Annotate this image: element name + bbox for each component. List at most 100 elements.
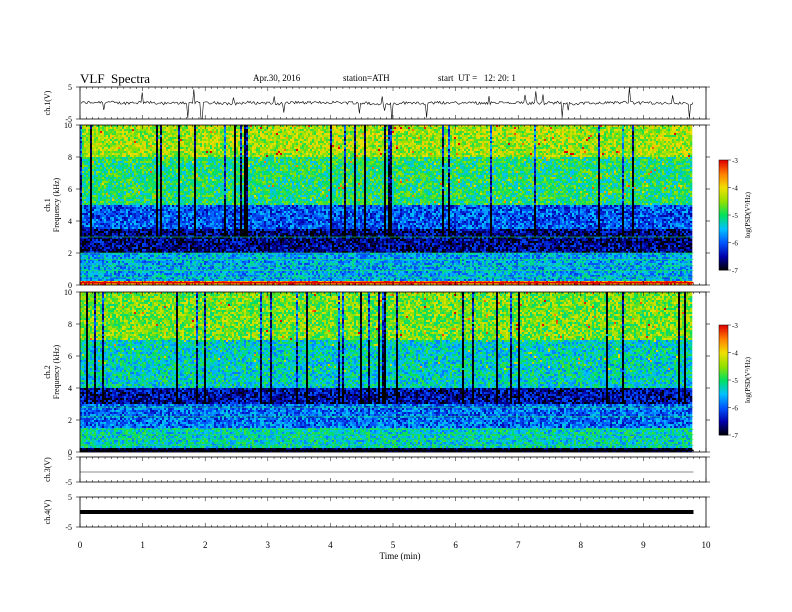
spectrogram-cell — [194, 129, 197, 132]
spectrogram-cell — [324, 135, 327, 138]
spectrogram-cell — [170, 129, 173, 132]
spectrogram-cell — [208, 145, 211, 148]
spectrogram-cell — [212, 135, 215, 138]
spectrogram-cell — [92, 155, 95, 158]
spectrogram-cell — [148, 137, 151, 140]
spectrogram-cell — [266, 139, 269, 142]
spectrogram-cell — [582, 127, 585, 130]
spectrogram-cell — [354, 153, 357, 156]
spectrogram-cell — [170, 133, 173, 136]
spectrogram-cell — [98, 135, 101, 138]
spectrogram-cell — [640, 153, 643, 156]
spectrogram-cell — [274, 155, 277, 158]
spectrogram-cell — [612, 149, 615, 152]
spectrogram-cell — [138, 141, 141, 144]
spectrogram-cell — [458, 141, 461, 144]
spectrogram-cell — [110, 153, 113, 156]
spectrogram-cell — [82, 131, 85, 134]
spectrogram-cell — [194, 125, 197, 128]
spectrogram-cell — [332, 127, 335, 130]
spectrogram-cell — [406, 125, 409, 128]
spectrogram-cell — [84, 141, 87, 144]
spectrogram-cell — [348, 147, 351, 150]
spectrogram-cell — [270, 151, 273, 154]
spectrogram-cell — [150, 127, 153, 130]
spectrogram-cell — [496, 153, 499, 156]
spectrogram-cell — [578, 145, 581, 148]
spectrogram-cell — [500, 125, 503, 128]
spectrogram-cell — [204, 147, 207, 150]
spectrogram-cell — [418, 125, 421, 128]
spectrogram-cell — [678, 143, 681, 146]
spectrogram-cell — [670, 133, 673, 136]
spectrogram-cell — [672, 137, 675, 140]
spectrogram-cell — [352, 147, 355, 150]
spectrogram-cell — [164, 125, 167, 128]
spectrogram-cell — [350, 145, 353, 148]
spectrogram-cell — [220, 145, 223, 148]
spectrogram-cell — [212, 151, 215, 154]
spectrogram-cell — [640, 141, 643, 144]
spectrogram-cell — [270, 135, 273, 138]
spectrogram-cell — [602, 139, 605, 142]
spectrogram-cell — [628, 145, 631, 148]
spectrogram-cell — [536, 145, 539, 148]
spectrogram-cell — [260, 135, 263, 138]
spectrogram-cell — [380, 127, 383, 130]
spectrogram-cell — [444, 137, 447, 140]
spectrogram-cell — [584, 145, 587, 148]
spectrogram-cell — [544, 131, 547, 134]
spectrogram-cell — [142, 145, 145, 148]
spectrogram-cell — [210, 141, 213, 144]
spectrogram-cell — [140, 129, 143, 132]
spectrogram-cell — [570, 143, 573, 146]
spectrogram-cell — [686, 141, 689, 144]
spectrogram-cell — [276, 155, 279, 158]
spectrogram-cell — [238, 127, 241, 130]
spectrogram-cell — [332, 151, 335, 154]
spectrogram-cell — [376, 125, 379, 128]
spectrogram-cell — [440, 131, 443, 134]
spectrogram-cell — [262, 155, 265, 158]
spectrogram-cell — [198, 129, 201, 132]
spectrogram-cell — [486, 133, 489, 136]
spectrogram-cell — [464, 137, 467, 140]
spectrogram-cell — [368, 129, 371, 132]
spectrogram-cell — [246, 149, 249, 152]
spectrogram-cell — [320, 127, 323, 130]
spectrogram-cell — [120, 145, 123, 148]
spectrogram-cell — [188, 149, 191, 152]
spectrogram-cell — [240, 135, 243, 138]
spectrogram-cell — [630, 131, 633, 134]
spectrogram-cell — [156, 129, 159, 132]
spectrogram-cell — [250, 127, 253, 130]
spectrogram-cell — [386, 131, 389, 134]
spectrogram-cell — [666, 127, 669, 130]
spectrogram-cell — [204, 151, 207, 154]
spectrogram-cell — [642, 147, 645, 150]
spectrogram-cell — [224, 139, 227, 142]
spectrogram-cell — [514, 125, 517, 128]
spectrogram-cell — [646, 143, 649, 146]
spectrogram-cell — [672, 125, 675, 128]
spectrogram-cell — [328, 151, 331, 154]
spectrogram-cell — [550, 127, 553, 130]
spectrogram-cell — [102, 137, 105, 140]
spectrogram-cell — [138, 129, 141, 132]
spectrogram-cell — [578, 147, 581, 150]
spectrogram-cell — [668, 141, 671, 144]
spectrogram-cell — [546, 153, 549, 156]
spectrogram-cell — [278, 137, 281, 140]
spectrogram-cell — [190, 135, 193, 138]
spectrogram-cell — [670, 137, 673, 140]
spectrogram-cell — [278, 151, 281, 154]
spectrogram-cell — [638, 147, 641, 150]
spectrogram-cell — [558, 129, 561, 132]
spectrogram-cell — [246, 131, 249, 134]
spectrogram-cell — [498, 135, 501, 138]
spectrogram-cell — [558, 131, 561, 134]
spectrogram-cell — [634, 153, 637, 156]
spectrogram-cell — [654, 131, 657, 134]
spectrogram-cell — [92, 137, 95, 140]
spectrogram-cell — [176, 151, 179, 154]
